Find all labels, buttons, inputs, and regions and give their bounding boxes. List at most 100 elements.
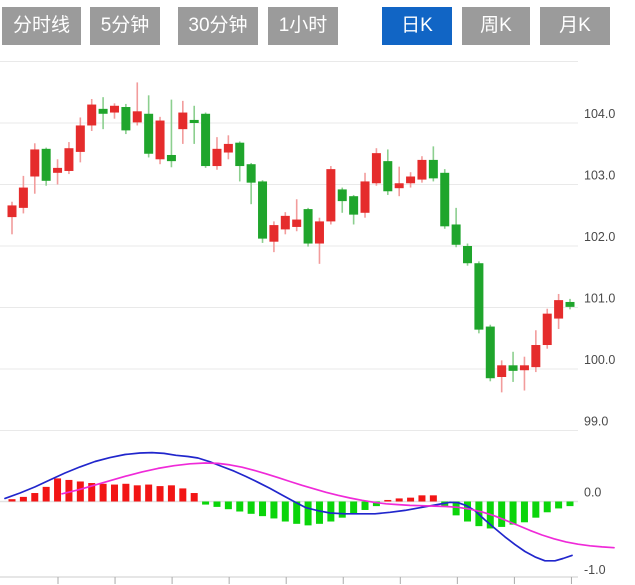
candle-wick	[136, 82, 139, 126]
macd-bar	[555, 501, 563, 509]
candle-body	[166, 154, 176, 162]
macd-bar	[213, 501, 221, 507]
candle-body	[41, 148, 51, 181]
candle-body	[326, 169, 336, 222]
candle-body	[485, 326, 495, 379]
candle-wick	[523, 356, 526, 391]
macd-bar	[520, 501, 528, 523]
tab-30min[interactable]: 30分钟	[178, 7, 258, 45]
candle-body	[497, 365, 507, 377]
candle-body	[428, 159, 438, 179]
candle-body	[155, 120, 165, 160]
svg-text:102.0: 102.0	[584, 230, 615, 244]
candle-body	[121, 107, 131, 131]
macd-bar	[429, 495, 437, 502]
macd-bar	[259, 501, 267, 517]
candle-body	[474, 263, 484, 330]
candle-body	[280, 215, 290, 230]
candle-body	[178, 112, 188, 130]
candle-body	[314, 221, 324, 244]
period-tabbar: 分时线 5分钟 30分钟 1小时 日K 周K 月K	[0, 0, 635, 50]
candle-body	[565, 301, 575, 307]
svg-text:0.0: 0.0	[584, 486, 601, 500]
macd-bar	[498, 501, 506, 527]
macd-bar	[361, 501, 369, 510]
candle-body	[53, 167, 63, 173]
svg-text:-1.0: -1.0	[584, 563, 606, 577]
candle-body	[554, 300, 564, 319]
tab-daily-k[interactable]: 日K	[382, 7, 452, 45]
candle-wick	[398, 166, 400, 197]
candle-wick	[170, 99, 173, 168]
macd-bar	[338, 501, 346, 518]
macd-bar	[418, 495, 426, 502]
macd-bar	[236, 501, 244, 512]
tab-1hour[interactable]: 1小时	[268, 7, 338, 45]
macd-bar	[395, 498, 403, 502]
macd-bar	[464, 501, 472, 522]
macd-bar	[304, 501, 312, 526]
macd-bar	[350, 501, 358, 514]
macd-bar	[224, 501, 232, 510]
tab-weekly-k[interactable]: 周K	[462, 7, 530, 45]
macd-bar	[54, 478, 62, 502]
macd-bar	[315, 501, 323, 524]
macd-bar	[372, 501, 380, 507]
candle-body	[463, 246, 473, 264]
candle-body	[212, 148, 222, 167]
macd-bar	[327, 501, 335, 522]
candle-body	[30, 149, 40, 177]
candle-body	[132, 111, 142, 123]
candle-body	[542, 313, 552, 346]
macd-bar	[167, 485, 175, 502]
svg-text:100.0: 100.0	[584, 353, 615, 367]
candle-body	[87, 104, 97, 126]
candle-body	[18, 187, 28, 208]
macd-bar	[122, 483, 130, 502]
candle-body	[531, 345, 541, 368]
tab-monthly-k[interactable]: 月K	[540, 7, 610, 45]
macd-bar	[532, 501, 540, 518]
tab-5min[interactable]: 5分钟	[90, 7, 160, 45]
candle-body	[98, 108, 108, 114]
macd-bar	[190, 493, 198, 502]
candle-body	[269, 225, 279, 242]
macd-bar	[8, 499, 16, 502]
candle-body	[235, 142, 245, 167]
candle-body	[337, 189, 347, 202]
candle-body	[440, 172, 450, 227]
candle-body	[64, 148, 74, 171]
macd-bar	[543, 501, 551, 513]
macd-bar	[133, 485, 141, 502]
macd-bar	[407, 497, 415, 502]
macd-bar	[281, 501, 289, 522]
macd-bar	[179, 488, 187, 502]
candle-body	[144, 113, 154, 154]
candle-wick	[11, 201, 13, 235]
svg-text:104.0: 104.0	[584, 107, 615, 121]
tab-timeline[interactable]: 分时线	[2, 7, 81, 45]
macd-bar	[247, 501, 255, 514]
macd-bar	[202, 501, 210, 505]
macd-bar	[270, 501, 278, 519]
macd-bar	[110, 484, 118, 502]
macd-bar	[452, 501, 460, 516]
candle-body	[451, 224, 461, 245]
candles-layer	[7, 82, 575, 393]
candle-body	[349, 196, 359, 215]
svg-text:103.0: 103.0	[584, 169, 615, 183]
macd-bar	[31, 493, 39, 502]
svg-text:101.0: 101.0	[584, 292, 615, 306]
candle-body	[7, 205, 17, 218]
candle-body	[292, 219, 302, 227]
price-axis-labels: 104.0 103.0 102.0 101.0 100.0 99.0	[584, 107, 615, 429]
candle-body	[417, 159, 427, 180]
candle-body	[258, 181, 268, 239]
macd-bar	[42, 486, 50, 502]
candle-body	[383, 161, 393, 192]
candle-body	[75, 125, 85, 152]
macd-bar	[384, 499, 392, 502]
candle-body	[189, 119, 199, 123]
macd-bar	[88, 483, 96, 502]
